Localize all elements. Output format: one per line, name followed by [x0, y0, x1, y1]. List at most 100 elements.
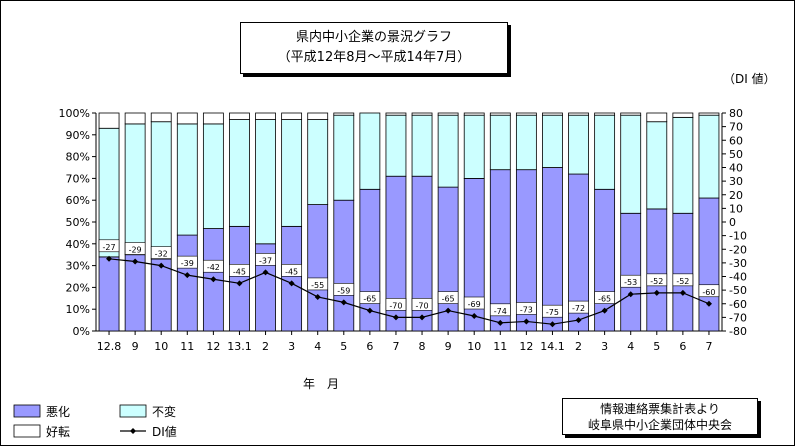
di-label-box	[568, 300, 589, 314]
di-point	[210, 276, 217, 283]
bar-bad	[281, 225, 303, 332]
x-tick-label: 2	[262, 340, 269, 353]
di-label-box	[489, 303, 511, 317]
right-axis-title: （DI 値）	[723, 71, 776, 86]
di-data-label: -39	[181, 259, 194, 268]
left-tick-label: 90%	[66, 129, 90, 142]
bar-good	[463, 112, 485, 116]
bar-unchanged	[202, 123, 224, 229]
di-data-label: -59	[337, 286, 350, 295]
di-label-box	[698, 284, 720, 298]
di-label-box	[333, 283, 355, 296]
x-tick-label: 12	[206, 340, 220, 353]
di-point	[366, 307, 373, 314]
x-tick-label: 5	[340, 340, 347, 353]
di-data-label: -42	[207, 263, 220, 272]
right-tick-label: -70	[729, 311, 747, 324]
bar-good	[333, 112, 355, 116]
bar-unchanged	[698, 114, 720, 199]
di-point	[262, 269, 269, 276]
bar-bad	[150, 258, 172, 332]
di-point	[314, 293, 321, 300]
right-tick-label: -40	[729, 271, 747, 284]
di-line	[108, 258, 710, 325]
bar-bad	[620, 212, 642, 332]
di-label-box	[150, 246, 172, 259]
right-tick-label: -20	[729, 243, 747, 256]
di-label-box	[672, 273, 694, 287]
bar-good	[202, 112, 224, 125]
left-tick-label: 40%	[66, 238, 90, 251]
di-data-label: -53	[624, 278, 637, 287]
bar-unchanged	[229, 119, 250, 227]
bar-unchanged	[307, 119, 329, 205]
x-tick-label: 9	[132, 340, 139, 353]
bar-good	[568, 112, 589, 116]
x-tick-label: 2	[575, 340, 582, 353]
di-point	[106, 255, 113, 262]
di-data-label: -69	[468, 300, 481, 309]
bar-good	[542, 112, 563, 116]
bar-good	[385, 112, 407, 116]
di-point	[184, 272, 191, 279]
bar-good	[698, 112, 720, 116]
bar-unchanged	[542, 114, 563, 168]
left-tick-label: 60%	[66, 194, 90, 207]
x-tick-label: 4	[627, 340, 634, 353]
right-tick-label: -10	[729, 230, 747, 243]
bar-unchanged	[515, 114, 537, 171]
bar-unchanged	[359, 112, 381, 190]
di-label-box	[359, 291, 381, 304]
di-data-label: -29	[129, 246, 142, 255]
di-point	[288, 280, 295, 287]
di-point	[523, 318, 530, 325]
left-tick-label: 70%	[66, 172, 90, 185]
x-tick-label: 14.1	[540, 340, 565, 353]
x-tick-label: 11	[180, 340, 194, 353]
bar-good	[255, 112, 276, 120]
bar-good	[150, 112, 172, 123]
x-tick-label: 7	[705, 340, 712, 353]
left-tick-label: 50%	[66, 216, 90, 229]
bar-bad	[333, 199, 355, 332]
bar-unchanged	[124, 123, 146, 256]
x-tick-label: 10	[154, 340, 168, 353]
bar-good	[281, 112, 303, 120]
bar-unchanged	[385, 114, 407, 177]
di-label-box	[229, 264, 250, 277]
left-tick-label: 80%	[66, 151, 90, 164]
legend-label-unchanged: 不変	[152, 404, 176, 419]
bar-bad	[698, 197, 720, 332]
bar-good	[646, 112, 668, 123]
di-point	[549, 321, 556, 328]
x-tick-label: 12	[519, 340, 533, 353]
x-tick-label: 13.1	[227, 340, 252, 353]
di-point	[575, 317, 582, 324]
left-tick-label: 100%	[59, 107, 90, 120]
bar-good	[672, 112, 694, 118]
di-data-label: -73	[520, 305, 533, 314]
x-tick-label: 9	[445, 340, 452, 353]
di-label-box	[620, 274, 642, 288]
legend-swatch-bad	[13, 404, 41, 418]
di-label-box	[516, 302, 537, 315]
right-tick-label: 30	[729, 175, 743, 188]
chart-title: 県内中小企業の景況グラフ	[295, 30, 452, 45]
bar-unchanged	[489, 114, 511, 171]
bar-good	[515, 112, 537, 116]
di-data-label: -74	[494, 307, 507, 316]
di-data-label: -52	[676, 277, 689, 286]
di-data-label: -32	[155, 250, 168, 259]
di-point	[158, 262, 165, 269]
legend-swatch-unchanged	[119, 404, 147, 418]
di-data-label: -75	[546, 308, 559, 317]
bar-good	[307, 112, 329, 120]
di-point	[132, 258, 139, 265]
x-tick-label: 8	[419, 340, 426, 353]
di-data-label: -27	[103, 243, 116, 252]
x-tick-label: 5	[653, 340, 660, 353]
legend-label-good: 好転	[46, 425, 70, 439]
di-label-box	[646, 273, 668, 287]
bar-good	[594, 112, 616, 116]
